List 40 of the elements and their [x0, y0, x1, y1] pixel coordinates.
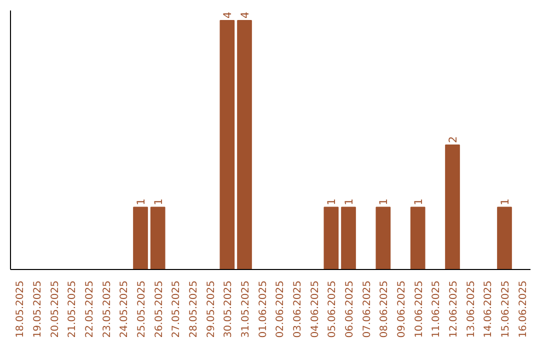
x-tick-label: 29.05.2025: [206, 280, 217, 338]
x-tick-label: 25.05.2025: [136, 280, 148, 338]
data-label: 1: [498, 198, 512, 206]
x-tick-label: 10.06.2025: [414, 280, 425, 338]
data-label: 1: [377, 198, 390, 206]
x-tick-label: 05.06.2025: [327, 280, 338, 338]
x-tick-label: 19.05.2025: [32, 280, 44, 338]
x-tick-label: 31.05.2025: [240, 280, 252, 338]
data-label: 1: [134, 198, 148, 206]
data-label: 4: [238, 11, 252, 18]
x-tick-label: 04.06.2025: [310, 280, 321, 338]
x-tick-label: 23.05.2025: [102, 280, 113, 338]
x-tick-label: 11.06.2025: [431, 280, 442, 338]
x-tick-label: 01.06.2025: [258, 280, 269, 338]
x-tick-label: 16.06.2025: [518, 280, 529, 338]
x-tick-label: 09.06.2025: [396, 280, 408, 338]
x-tick-label: 12.06.2025: [448, 280, 460, 338]
x-tick-label: 22.05.2025: [84, 280, 96, 338]
x-tick-label: 20.05.2025: [50, 280, 61, 338]
x-tick-label: 27.05.2025: [171, 280, 182, 338]
x-tick-label: 24.05.2025: [119, 280, 130, 338]
data-label: 4: [221, 11, 234, 18]
x-tick-label: 30.05.2025: [223, 280, 234, 338]
x-tick-label: 13.06.2025: [466, 280, 477, 338]
data-label: 1: [412, 198, 425, 206]
x-tick-label: 21.05.2025: [67, 280, 78, 338]
x-tick-label: 07.06.2025: [362, 280, 373, 338]
data-label: 1: [325, 198, 338, 206]
x-tick-label: 08.06.2025: [379, 280, 390, 338]
x-tick-label: 03.06.2025: [292, 280, 304, 338]
data-label: 1: [152, 198, 165, 206]
x-tick-label: 26.05.2025: [154, 280, 165, 338]
x-tick-label: 15.06.2025: [500, 280, 512, 338]
x-tick-label: 02.06.2025: [275, 280, 286, 338]
x-tick-label: 28.05.2025: [188, 280, 200, 338]
data-label: 2: [446, 136, 460, 143]
x-tick-label: 14.06.2025: [483, 280, 494, 338]
x-tick-label: 18.05.2025: [15, 280, 26, 338]
data-label: 1: [342, 198, 356, 206]
x-tick-label: 06.06.2025: [344, 280, 356, 338]
